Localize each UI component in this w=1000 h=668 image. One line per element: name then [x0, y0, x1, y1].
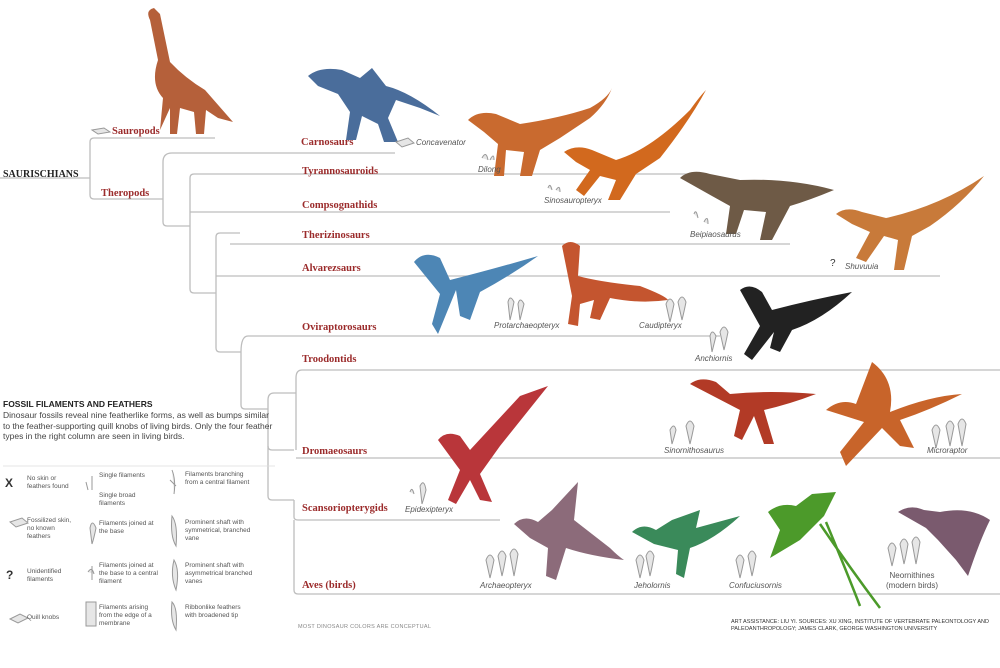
- alvarezsaurs-label: Alvarezsaurs: [302, 263, 361, 274]
- legend-asymmetrical: Prominent shaft with asymmetrical branch…: [185, 562, 253, 585]
- beipiaosaurus-name: Beipiaosaurus: [690, 230, 741, 239]
- art-credit: ART ASSISTANCE: LIU YI. SOURCES: XU XING…: [731, 619, 989, 632]
- legend-fossilized-skin: Fossilized skin, no known feathers: [27, 517, 72, 540]
- caudipteryx-illustration: [562, 242, 668, 326]
- confuciusornis-name: Confuciusornis: [729, 581, 782, 590]
- sinornithosaurus-name: Sinornithosaurus: [664, 446, 725, 455]
- legend-single-broad: Single broad filaments: [99, 492, 136, 507]
- sinosauropteryx-name: Sinosauropteryx: [544, 196, 602, 205]
- protarchaeopteryx-name: Protarchaeopteryx: [494, 321, 560, 330]
- dilong-illustration: [468, 88, 612, 176]
- archaeopteryx-illustration: [514, 482, 624, 580]
- carnosaurs-label: Carnosaurs: [301, 137, 354, 148]
- tyrannosauroids-label: Tyrannosauroids: [302, 166, 379, 177]
- legend-symmetrical: Prominent shaft with symmetrical, branch…: [185, 519, 251, 542]
- jeholornis-illustration: [632, 510, 740, 578]
- brachiosaurus-illustration: [148, 8, 233, 134]
- concavenator-name: Concavenator: [416, 138, 466, 147]
- legend-no-skin: No skin or feathers found: [27, 475, 69, 490]
- sinornithosaurus-illustration: [690, 379, 816, 444]
- jeholornis-name: Jeholornis: [634, 581, 671, 590]
- legend-ribbonlike: Ribbonlike feathers with broadened tip: [185, 604, 241, 619]
- neornithines-line1: Neornithines: [889, 571, 935, 580]
- dilong-name: Dilong: [478, 165, 501, 174]
- microraptor-illustration: [826, 362, 962, 466]
- shuvuuia-illustration: [836, 176, 984, 270]
- legend-title: FOSSIL FILAMENTS AND FEATHERS: [3, 399, 153, 409]
- anchiornis-name: Anchiornis: [695, 354, 733, 363]
- sauropods-label: Sauropods: [112, 126, 160, 137]
- neornithines-name: Neornithines (modern birds): [882, 571, 942, 591]
- legend-membrane: Filaments arising from the edge of a mem…: [99, 604, 152, 627]
- unidentified-icon: ?: [6, 568, 14, 582]
- troodontids-label: Troodontids: [302, 354, 357, 365]
- epidexipteryx-illustration: [438, 386, 548, 504]
- scansoriopterygids-label: Scansoriopterygids: [302, 503, 388, 514]
- dromaeosaurs-label: Dromaeosaurs: [302, 446, 368, 457]
- concavenator-illustration: [308, 68, 440, 142]
- aves-label: Aves (birds): [302, 580, 356, 591]
- legend-intro: Dinosaur fossils reveal nine featherlike…: [3, 410, 273, 441]
- shuvuuia-mark: ?: [830, 258, 836, 269]
- colors-footnote: MOST DINOSAUR COLORS ARE CONCEPTUAL: [298, 624, 432, 630]
- no-skin-icon: X: [5, 476, 14, 490]
- compsognathids-label: Compsognathids: [302, 200, 378, 211]
- legend-unidentified: Unidentified filaments: [27, 568, 62, 583]
- epidexipteryx-name: Epidexipteryx: [405, 505, 454, 514]
- oviraptorosaurs-label: Oviraptorosaurs: [302, 322, 377, 333]
- legend-single-filaments: Single filaments: [99, 472, 145, 479]
- modern-duck-illustration: [898, 507, 990, 576]
- confuciusornis-illustration: [768, 492, 882, 609]
- saurischians-label: SAURISCHIANS: [3, 169, 79, 180]
- shuvuuia-name: Shuvuuia: [845, 262, 879, 271]
- legend-joined-base: Filaments joined at the base: [99, 520, 154, 535]
- caudipteryx-name: Caudipteryx: [639, 321, 682, 330]
- legend-branching: Filaments branching from a central filam…: [185, 471, 250, 486]
- legend-joined-central: Filaments joined at the base to a centra…: [99, 562, 158, 585]
- legend-quill-knobs: Quill knobs: [27, 614, 60, 621]
- sinosauropteryx-illustration: [564, 90, 706, 200]
- therizinosaurs-label: Therizinosaurs: [302, 230, 370, 241]
- anchiornis-illustration: [740, 286, 852, 360]
- beipiaosaurus-illustration: [680, 171, 834, 240]
- protarchaeopteryx-illustration: [414, 254, 538, 334]
- archaeopteryx-name: Archaeopteryx: [480, 581, 532, 590]
- microraptor-name: Microraptor: [927, 446, 968, 455]
- neornithines-line2: (modern birds): [885, 581, 938, 590]
- theropods-label: Theropods: [101, 188, 150, 199]
